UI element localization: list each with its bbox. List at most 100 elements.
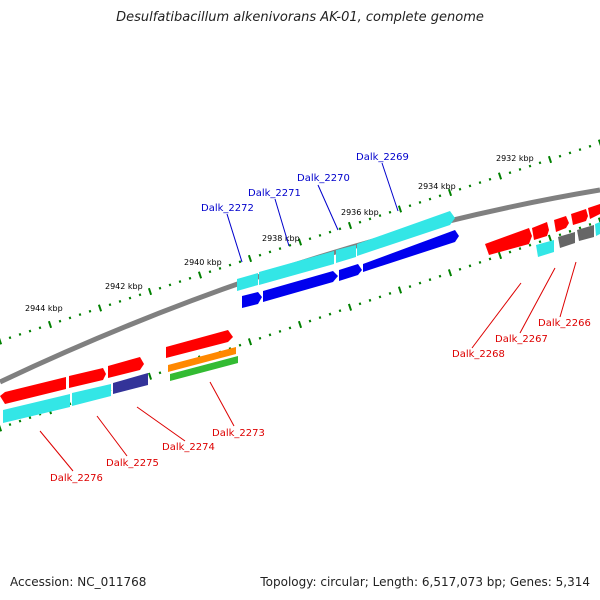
gene-dalk-2269-cyan[interactable] [357, 211, 455, 256]
gene-lower-right-gray-1[interactable] [558, 232, 575, 248]
upper-tick-51 [508, 171, 512, 175]
upper-genes [0, 204, 600, 423]
gene-lower-right-cyan-2[interactable] [595, 222, 600, 236]
gene-label-dalk-2268[interactable]: Dalk_2268 [452, 349, 505, 360]
accession-text: Accession: NC_011768 [10, 575, 147, 589]
upper-tick-47 [468, 184, 472, 188]
upper-tick-55 [547, 155, 553, 164]
lower-tick-49 [488, 257, 492, 261]
leader-dalk-2272 [226, 213, 243, 263]
lower-tick-26 [258, 336, 262, 340]
lower-tick-32 [318, 316, 322, 320]
gene-label-dalk-2271[interactable]: Dalk_2271 [248, 188, 301, 199]
upper-tick-56 [558, 154, 562, 158]
gene-label-dalk-2270[interactable]: Dalk_2270 [297, 173, 350, 184]
upper-tick-43 [428, 197, 432, 201]
gene-dalk-2273-orange[interactable] [168, 347, 236, 372]
lower-tick-44 [438, 274, 442, 278]
upper-tick-29 [288, 243, 292, 247]
upper-tick-40 [397, 205, 403, 213]
gene-dalk-2270-cyan[interactable] [336, 245, 356, 263]
upper-tick-25 [247, 254, 253, 263]
upper-tick-34 [338, 227, 342, 231]
gene-lower-right-gray-2[interactable] [577, 225, 594, 241]
gene-blue-1[interactable] [242, 292, 262, 308]
upper-tick-20 [197, 271, 203, 279]
upper-tick-0 [0, 337, 3, 345]
gene-left-red-2[interactable] [69, 368, 106, 388]
lower-tick-57 [568, 229, 572, 233]
gene-blue-2[interactable] [263, 271, 338, 302]
lower-tick-42 [418, 281, 422, 285]
gene-label-dalk-2276[interactable]: Dalk_2276 [50, 473, 103, 484]
lower-tick-37 [368, 298, 372, 302]
leader-dalk-2275 [96, 415, 128, 457]
lower-tick-50 [497, 251, 503, 260]
gene-blue-3[interactable] [339, 264, 362, 281]
upper-tick-1 [8, 336, 12, 340]
gene-blue-4[interactable] [363, 230, 459, 272]
upper-tick-23 [228, 263, 232, 267]
gene-label-dalk-2272[interactable]: Dalk_2272 [201, 203, 254, 214]
gene-dalk-2273-red[interactable] [166, 330, 233, 358]
lower-tick-51 [508, 250, 512, 254]
gene-lower-right-red-1[interactable] [485, 228, 532, 255]
kbp-label-2940: 2940 kbp [184, 258, 222, 267]
lower-tick-1 [8, 423, 12, 427]
lower-tick-29 [288, 326, 292, 330]
kbp-labels: 2932 kbp 2934 kbp 2936 kbp 2938 kbp 2940… [25, 154, 534, 313]
lower-tick-27 [268, 333, 272, 337]
upper-tick-57 [568, 151, 572, 155]
upper-tick-39 [388, 210, 392, 214]
gene-label-dalk-2267[interactable]: Dalk_2267 [495, 334, 548, 345]
gene-label-dalk-2266[interactable]: Dalk_2266 [538, 318, 591, 329]
upper-tick-31 [308, 237, 312, 241]
gene-left-cyan-1[interactable] [3, 394, 70, 423]
gene-left-red-1[interactable] [0, 377, 66, 404]
upper-tick-33 [328, 230, 332, 234]
kbp-label-2944: 2944 kbp [25, 304, 63, 313]
gene-lower-right-red-3[interactable] [554, 216, 569, 232]
lower-tick-45 [447, 269, 453, 277]
leader-dalk-2273 [209, 381, 235, 427]
gene-label-dalk-2275[interactable]: Dalk_2275 [106, 458, 159, 469]
upper-tick-53 [528, 164, 532, 168]
upper-tick-46 [458, 187, 462, 191]
gene-label-dalk-2273[interactable]: Dalk_2273 [212, 428, 265, 439]
lower-tick-30 [297, 320, 303, 329]
lower-tick-39 [388, 291, 392, 295]
upper-tick-38 [378, 214, 382, 218]
gene-lower-right-cyan[interactable] [536, 240, 554, 257]
lower-tick-46 [458, 267, 462, 271]
upper-tick-5 [47, 320, 53, 329]
upper-tick-12 [118, 299, 122, 303]
upper-tick-14 [138, 293, 142, 297]
gene-left-navy[interactable] [113, 373, 148, 394]
leader-dalk-2270 [317, 184, 339, 231]
upper-tick-60 [597, 139, 600, 147]
upper-tick-42 [418, 200, 422, 204]
gene-lower-right-red-4[interactable] [571, 209, 588, 225]
upper-tick-19 [188, 276, 192, 280]
gene-dalk-2273-green[interactable] [170, 356, 238, 381]
upper-tick-4 [38, 326, 42, 330]
lower-tick-40 [397, 286, 403, 294]
lower-tick-15 [147, 372, 153, 380]
kbp-label-2934: 2934 kbp [418, 182, 456, 191]
leader-dalk-2269 [381, 162, 399, 212]
lower-tick-41 [408, 285, 412, 289]
gene-lower-right-red-2[interactable] [532, 222, 549, 240]
gene-label-dalk-2269[interactable]: Dalk_2269 [356, 152, 409, 163]
upper-tick-21 [208, 270, 212, 274]
genome-info-text: Topology: circular; Length: 6,517,073 bp… [260, 575, 590, 589]
gene-dalk-2272-cyan[interactable] [237, 273, 258, 291]
gene-label-dalk-2274[interactable]: Dalk_2274 [162, 442, 215, 453]
lower-tick-58 [578, 226, 582, 230]
gene-left-red-3[interactable] [108, 357, 144, 378]
upper-tick-54 [538, 161, 542, 165]
lower-tick-28 [278, 329, 282, 333]
gene-lower-right-red-5[interactable] [588, 204, 600, 219]
kbp-label-2942: 2942 kbp [105, 282, 143, 291]
gene-left-cyan-2[interactable] [72, 384, 111, 406]
gene-dalk-2271-cyan[interactable] [259, 251, 334, 285]
